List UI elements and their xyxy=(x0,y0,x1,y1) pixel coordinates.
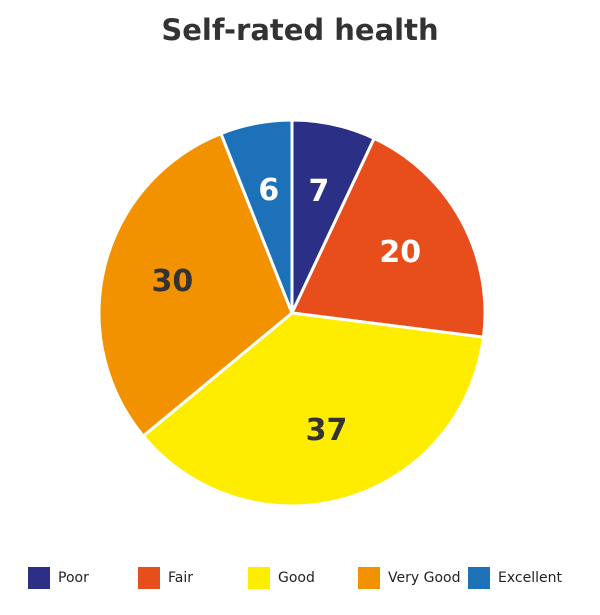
legend-swatch xyxy=(138,567,160,589)
legend-swatch xyxy=(358,567,380,589)
legend-swatch xyxy=(28,567,50,589)
legend-label: Excellent xyxy=(498,570,562,586)
slice-label: 6 xyxy=(258,173,279,208)
legend-label: Very Good xyxy=(388,570,460,586)
slice-label: 20 xyxy=(379,235,421,270)
pie-slice xyxy=(97,131,294,439)
chart-title: Self-rated health xyxy=(161,13,438,47)
pie-slice xyxy=(289,136,487,339)
legend-swatch xyxy=(468,567,490,589)
legend-label: Good xyxy=(278,570,315,586)
pie-slice xyxy=(141,311,486,508)
pie-slice xyxy=(219,118,294,314)
legend-swatch xyxy=(248,567,270,589)
slice-label: 7 xyxy=(309,174,330,209)
legend-label: Fair xyxy=(168,570,193,586)
slice-label: 30 xyxy=(151,264,193,299)
slice-label: 37 xyxy=(306,413,348,448)
legend-label: Poor xyxy=(58,570,89,586)
